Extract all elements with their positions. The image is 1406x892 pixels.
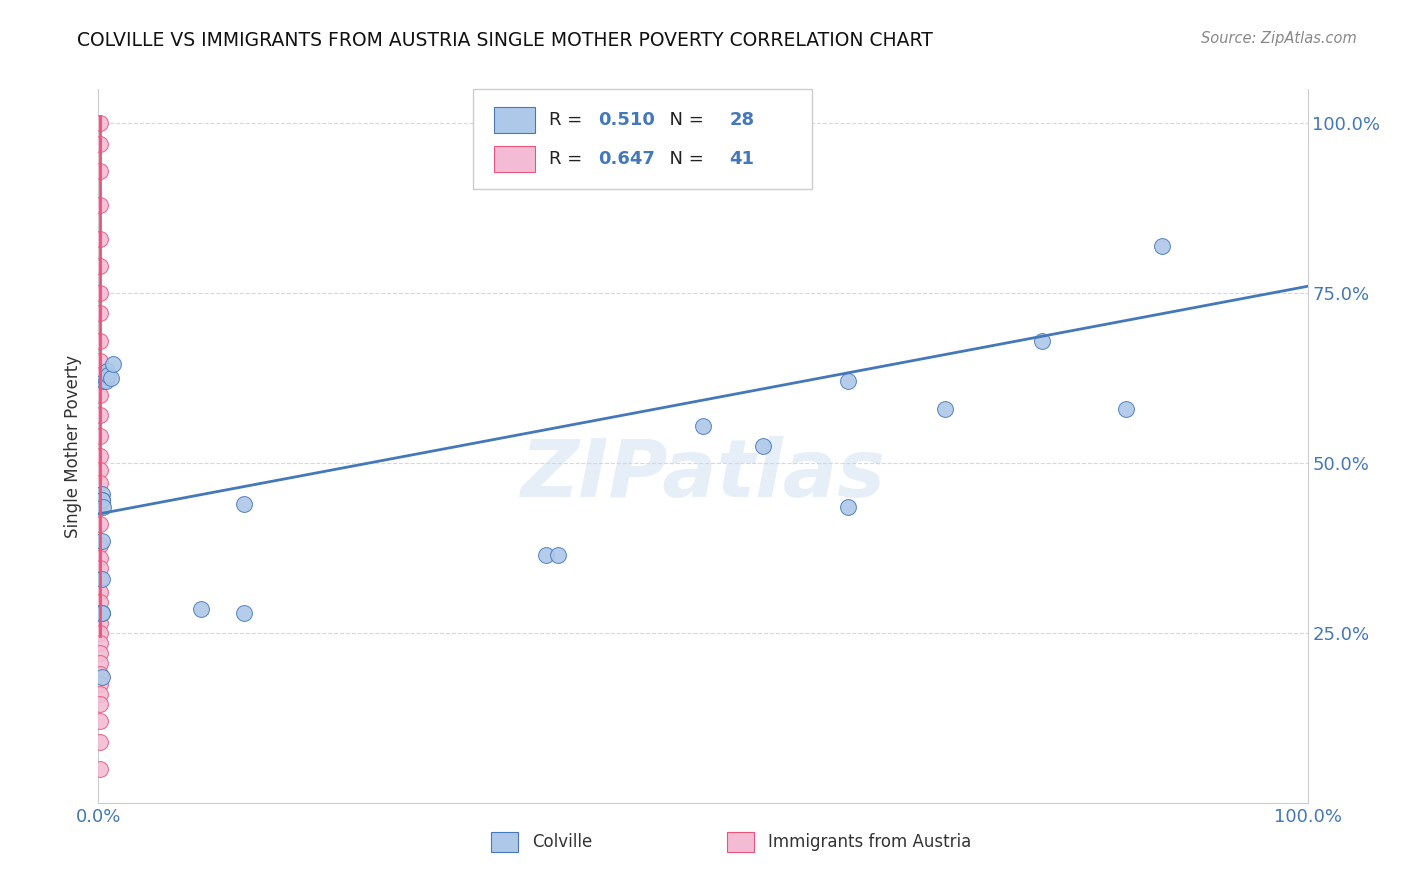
Point <box>89 585 111 599</box>
Point <box>89 714 111 729</box>
Point <box>89 463 111 477</box>
Text: 0.510: 0.510 <box>598 111 655 128</box>
Text: N =: N = <box>658 150 710 168</box>
Point <box>91 572 114 586</box>
Point <box>534 548 557 562</box>
Point <box>93 375 115 389</box>
Point <box>91 606 114 620</box>
Point <box>547 548 569 562</box>
Point <box>91 486 114 500</box>
Point <box>1031 334 1053 348</box>
Point <box>91 606 114 620</box>
FancyBboxPatch shape <box>474 89 811 189</box>
Point <box>89 259 111 273</box>
Y-axis label: Single Mother Poverty: Single Mother Poverty <box>65 354 83 538</box>
Point <box>752 439 775 453</box>
Point <box>89 626 111 640</box>
Point <box>232 497 254 511</box>
Point <box>91 493 114 508</box>
Point <box>89 198 111 212</box>
Point <box>89 409 111 423</box>
Point <box>89 136 111 151</box>
Bar <box>494 107 534 133</box>
Point <box>96 364 118 378</box>
Point <box>89 572 111 586</box>
Point <box>89 334 111 348</box>
Point <box>89 561 111 575</box>
Point <box>89 286 111 301</box>
Bar <box>494 146 534 172</box>
Point <box>89 551 111 566</box>
Point <box>89 666 111 681</box>
Point <box>89 116 111 130</box>
Point <box>89 517 111 532</box>
Point <box>91 493 114 508</box>
Point <box>837 375 859 389</box>
Point <box>934 401 956 416</box>
Point <box>89 657 111 671</box>
Text: N =: N = <box>658 111 710 128</box>
Point <box>89 306 111 320</box>
Point <box>89 449 111 463</box>
Point <box>101 358 124 372</box>
Point <box>89 476 111 491</box>
Point <box>89 368 111 382</box>
Text: Immigrants from Austria: Immigrants from Austria <box>768 833 972 851</box>
Bar <box>492 832 517 852</box>
Point <box>89 388 111 402</box>
Bar <box>727 832 754 852</box>
Point <box>1152 238 1174 252</box>
Point <box>89 606 111 620</box>
Point <box>100 371 122 385</box>
Point <box>89 615 111 630</box>
Text: Source: ZipAtlas.com: Source: ZipAtlas.com <box>1201 31 1357 46</box>
Point <box>1115 401 1137 416</box>
Text: ZIPatlas: ZIPatlas <box>520 435 886 514</box>
Point <box>89 497 111 511</box>
Point <box>89 232 111 246</box>
Point <box>91 670 114 684</box>
Point <box>89 677 111 691</box>
Text: 0.647: 0.647 <box>598 150 655 168</box>
Point <box>89 163 111 178</box>
Point <box>97 368 120 382</box>
Point <box>94 375 117 389</box>
Point <box>232 606 254 620</box>
Point <box>89 646 111 660</box>
Point <box>89 429 111 443</box>
Text: R =: R = <box>550 150 589 168</box>
Text: 28: 28 <box>730 111 755 128</box>
Point <box>692 418 714 433</box>
Point <box>89 762 111 776</box>
Point <box>89 606 111 620</box>
Text: 41: 41 <box>730 150 755 168</box>
Point <box>837 500 859 515</box>
Text: COLVILLE VS IMMIGRANTS FROM AUSTRIA SINGLE MOTHER POVERTY CORRELATION CHART: COLVILLE VS IMMIGRANTS FROM AUSTRIA SING… <box>77 31 934 50</box>
Point <box>89 595 111 609</box>
Point <box>89 636 111 650</box>
Point <box>91 534 114 549</box>
Point <box>91 500 114 515</box>
Point <box>89 698 111 712</box>
Point <box>190 602 212 616</box>
Text: Colville: Colville <box>533 833 593 851</box>
Point <box>89 734 111 748</box>
Text: R =: R = <box>550 111 589 128</box>
Point <box>89 687 111 701</box>
Point <box>89 537 111 551</box>
Point <box>89 606 111 620</box>
Point <box>89 354 111 368</box>
Point <box>89 606 111 620</box>
